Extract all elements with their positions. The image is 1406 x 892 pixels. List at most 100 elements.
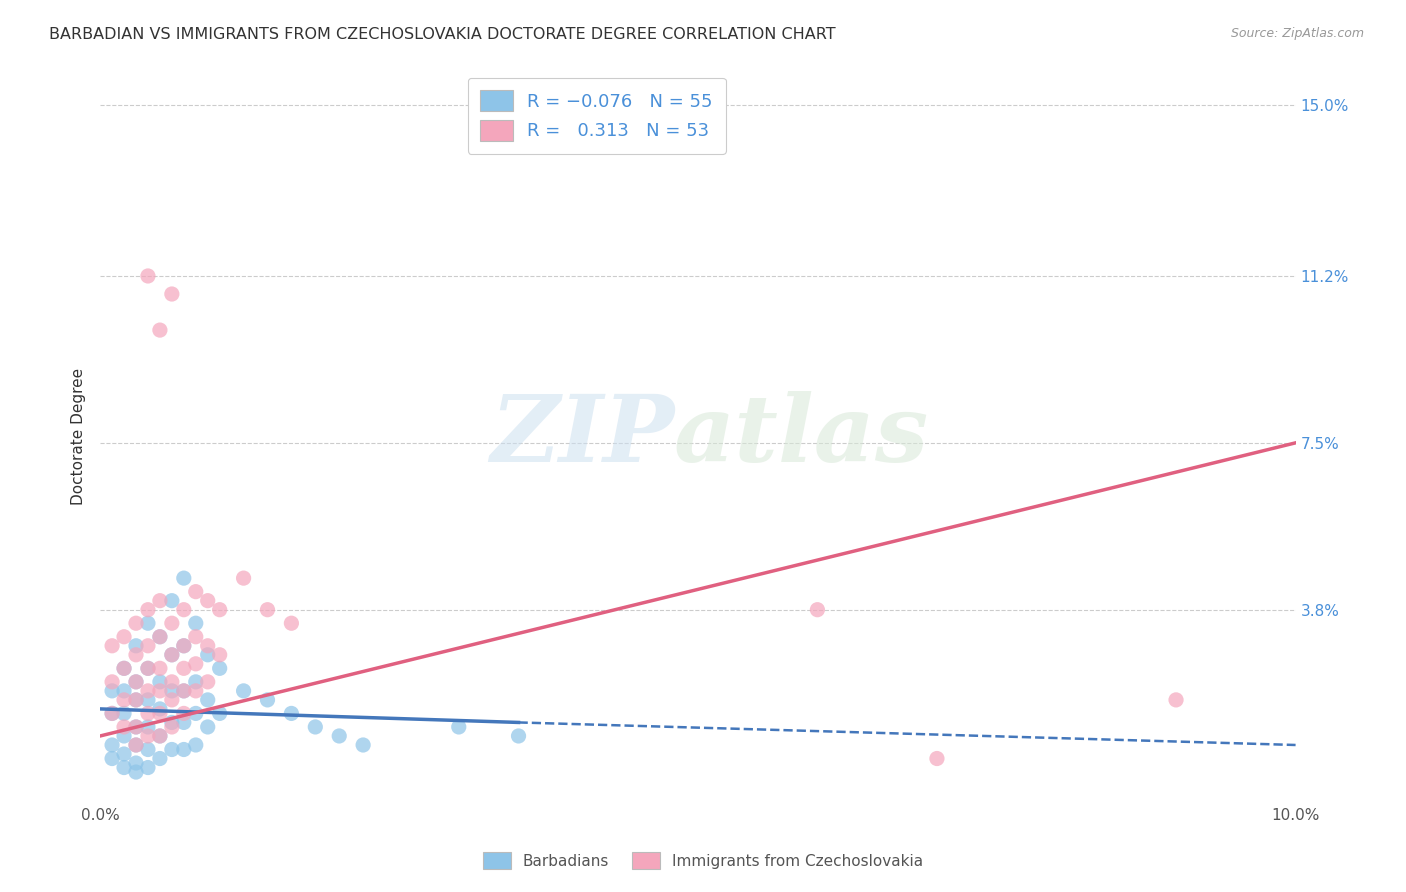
Point bbox=[136, 760, 159, 774]
Point bbox=[149, 674, 172, 689]
Point bbox=[184, 684, 207, 698]
Point bbox=[125, 674, 148, 689]
Point bbox=[208, 661, 231, 675]
Point bbox=[160, 715, 183, 730]
Point bbox=[125, 639, 148, 653]
Point bbox=[125, 765, 148, 780]
Point bbox=[125, 738, 148, 752]
Y-axis label: Doctorate Degree: Doctorate Degree bbox=[72, 368, 86, 505]
Point bbox=[149, 661, 172, 675]
Point bbox=[173, 706, 195, 721]
Point bbox=[208, 648, 231, 662]
Point bbox=[184, 616, 207, 631]
Point bbox=[125, 720, 148, 734]
Point bbox=[136, 616, 159, 631]
Point bbox=[208, 603, 231, 617]
Point bbox=[136, 603, 159, 617]
Point bbox=[173, 742, 195, 756]
Point bbox=[125, 648, 148, 662]
Point bbox=[173, 661, 195, 675]
Point bbox=[508, 729, 530, 743]
Point bbox=[447, 720, 470, 734]
Point bbox=[136, 706, 159, 721]
Point bbox=[125, 738, 148, 752]
Point bbox=[125, 693, 148, 707]
Point bbox=[149, 729, 172, 743]
Point bbox=[101, 639, 124, 653]
Point bbox=[112, 684, 135, 698]
Point bbox=[197, 648, 219, 662]
Point bbox=[184, 584, 207, 599]
Text: atlas: atlas bbox=[673, 391, 929, 481]
Point bbox=[112, 661, 135, 675]
Legend: Barbadians, Immigrants from Czechoslovakia: Barbadians, Immigrants from Czechoslovak… bbox=[477, 846, 929, 875]
Point bbox=[125, 720, 148, 734]
Point bbox=[184, 630, 207, 644]
Point bbox=[352, 738, 374, 752]
Point bbox=[304, 720, 326, 734]
Point bbox=[101, 706, 124, 721]
Point bbox=[197, 720, 219, 734]
Point bbox=[136, 720, 159, 734]
Point bbox=[197, 693, 219, 707]
Point bbox=[136, 729, 159, 743]
Point bbox=[160, 593, 183, 607]
Text: ZIP: ZIP bbox=[489, 391, 673, 481]
Point bbox=[184, 706, 207, 721]
Point bbox=[184, 657, 207, 671]
Point bbox=[149, 702, 172, 716]
Point bbox=[101, 684, 124, 698]
Point bbox=[197, 639, 219, 653]
Point bbox=[136, 693, 159, 707]
Point bbox=[149, 630, 172, 644]
Legend: R = −0.076   N = 55, R =   0.313   N = 53: R = −0.076 N = 55, R = 0.313 N = 53 bbox=[468, 78, 725, 153]
Point bbox=[112, 729, 135, 743]
Point bbox=[328, 729, 350, 743]
Point bbox=[136, 684, 159, 698]
Point bbox=[112, 693, 135, 707]
Point bbox=[112, 760, 135, 774]
Point bbox=[136, 639, 159, 653]
Point bbox=[136, 742, 159, 756]
Point bbox=[173, 639, 195, 653]
Point bbox=[136, 268, 159, 283]
Point bbox=[160, 742, 183, 756]
Point bbox=[125, 616, 148, 631]
Point bbox=[173, 603, 195, 617]
Point bbox=[173, 684, 195, 698]
Point bbox=[173, 639, 195, 653]
Point bbox=[184, 674, 207, 689]
Point bbox=[112, 720, 135, 734]
Point bbox=[160, 684, 183, 698]
Point bbox=[256, 603, 278, 617]
Point bbox=[160, 648, 183, 662]
Point bbox=[101, 738, 124, 752]
Point bbox=[184, 738, 207, 752]
Point bbox=[160, 287, 183, 301]
Text: Source: ZipAtlas.com: Source: ZipAtlas.com bbox=[1230, 27, 1364, 40]
Point bbox=[160, 648, 183, 662]
Text: BARBADIAN VS IMMIGRANTS FROM CZECHOSLOVAKIA DOCTORATE DEGREE CORRELATION CHART: BARBADIAN VS IMMIGRANTS FROM CZECHOSLOVA… bbox=[49, 27, 835, 42]
Point bbox=[280, 706, 302, 721]
Point bbox=[197, 593, 219, 607]
Point bbox=[232, 684, 254, 698]
Point bbox=[160, 720, 183, 734]
Point bbox=[125, 693, 148, 707]
Point bbox=[173, 571, 195, 585]
Point bbox=[101, 674, 124, 689]
Point bbox=[197, 674, 219, 689]
Point bbox=[160, 693, 183, 707]
Point bbox=[256, 693, 278, 707]
Point bbox=[125, 674, 148, 689]
Point bbox=[806, 603, 828, 617]
Point bbox=[112, 747, 135, 761]
Point bbox=[208, 706, 231, 721]
Point bbox=[160, 674, 183, 689]
Point bbox=[149, 684, 172, 698]
Point bbox=[280, 616, 302, 631]
Point bbox=[112, 661, 135, 675]
Point bbox=[149, 729, 172, 743]
Point bbox=[1164, 693, 1187, 707]
Point bbox=[112, 630, 135, 644]
Point bbox=[136, 661, 159, 675]
